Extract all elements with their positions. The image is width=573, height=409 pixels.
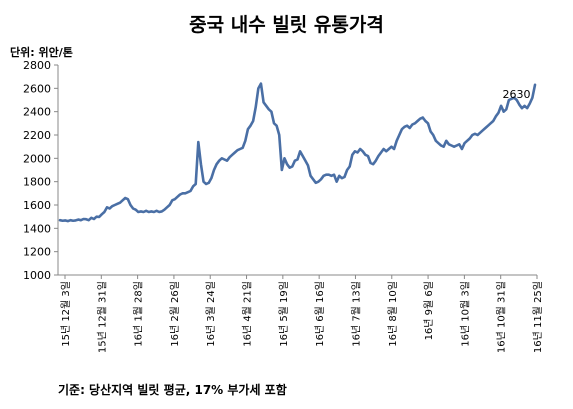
y-tick-label: 2000: [23, 152, 51, 165]
y-tick-label: 2600: [23, 82, 51, 95]
price-line: [58, 82, 537, 223]
x-tick-label: 16년 10월 31일: [496, 281, 508, 353]
y-tick-label: 1000: [23, 269, 51, 282]
data-label: 2630: [503, 88, 531, 101]
y-axis: 1000 1200 1400 1600 1800 2000 2200 2400 2600 2800: [23, 59, 59, 282]
x-tick-label: 16년 9월 6일: [423, 281, 435, 340]
data-labels: 2630: [503, 88, 531, 101]
x-tick-label: 16년 2월 26일: [169, 281, 181, 347]
x-tick-label: 16년 10월 3일: [459, 281, 471, 347]
y-tick-label: 2200: [23, 129, 51, 142]
y-tick-label: 1600: [23, 199, 51, 212]
y-tick-label: 2400: [23, 106, 51, 119]
x-tick-label: 16년 4월 21일: [242, 281, 254, 347]
footnote: 기준: 당산지역 빌릿 평균, 17% 부가세 포함: [58, 383, 287, 397]
y-tick-label: 1800: [23, 176, 51, 189]
x-axis: 15년 12월 3일 15년 12월 31일 16년 1월 28일 16년 2월 26…: [58, 274, 544, 353]
x-tick-label: 15년 12월 3일: [60, 281, 72, 347]
y-tick-label: 1400: [23, 222, 51, 235]
x-tick-label: 16년 3월 24일: [205, 281, 217, 347]
x-tick-label: 16년 7월 13일: [350, 281, 362, 347]
x-tick-label: 16년 5월 19일: [278, 281, 290, 347]
x-tick-label: 16년 8월 10일: [387, 281, 399, 347]
unit-label: 단위: 위안/톤: [10, 46, 73, 59]
x-tick-label: 16년 11월 25일: [532, 281, 544, 353]
series: [58, 82, 537, 223]
y-tick-label: 1200: [23, 246, 51, 259]
chart-title: 중국 내수 빌릿 유통가격: [189, 14, 384, 36]
x-tick-label: 16년 6월 16일: [314, 281, 326, 347]
y-tick-label: 2800: [23, 59, 51, 72]
x-tick-label: 15년 12월 31일: [96, 281, 108, 353]
x-tick-label: 16년 1월 28일: [133, 281, 145, 347]
